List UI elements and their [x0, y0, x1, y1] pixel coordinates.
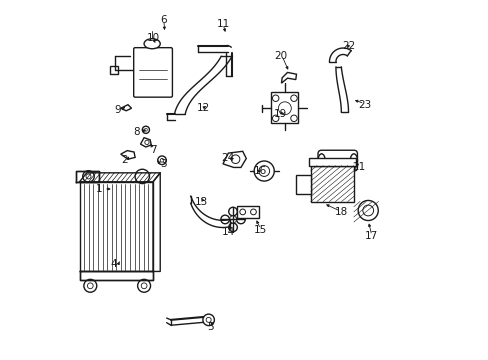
Circle shape	[239, 209, 245, 215]
Circle shape	[228, 223, 237, 231]
Text: 13: 13	[194, 197, 208, 207]
Circle shape	[278, 102, 291, 115]
Text: 9: 9	[114, 105, 120, 115]
Polygon shape	[80, 271, 153, 280]
Text: 18: 18	[334, 207, 347, 217]
Circle shape	[272, 115, 278, 122]
Circle shape	[160, 158, 163, 162]
Circle shape	[144, 129, 147, 131]
FancyBboxPatch shape	[317, 150, 357, 171]
Circle shape	[272, 95, 278, 102]
Bar	[310, 166, 353, 202]
Circle shape	[221, 215, 229, 224]
Bar	[308, 158, 355, 166]
Text: 19: 19	[273, 109, 286, 119]
Text: 3: 3	[160, 159, 167, 169]
Polygon shape	[140, 138, 151, 147]
Text: 1: 1	[96, 184, 102, 194]
Text: 24: 24	[221, 153, 235, 163]
Circle shape	[357, 201, 378, 221]
Circle shape	[290, 115, 297, 122]
Circle shape	[141, 283, 147, 289]
Bar	[110, 67, 118, 74]
Ellipse shape	[349, 154, 357, 167]
Ellipse shape	[144, 39, 160, 49]
Circle shape	[87, 283, 93, 289]
Text: 21: 21	[352, 162, 365, 172]
Text: 8: 8	[133, 127, 140, 136]
Text: 22: 22	[341, 41, 354, 50]
Text: 2: 2	[121, 155, 127, 165]
Text: 10: 10	[146, 33, 159, 43]
Circle shape	[137, 279, 150, 292]
Text: 5: 5	[207, 322, 213, 332]
Circle shape	[135, 169, 149, 184]
Polygon shape	[121, 150, 135, 159]
Circle shape	[83, 279, 97, 292]
Circle shape	[142, 126, 149, 134]
Text: 14: 14	[221, 227, 235, 237]
Ellipse shape	[317, 154, 325, 167]
Text: 6: 6	[160, 15, 167, 26]
Polygon shape	[121, 105, 131, 111]
Circle shape	[228, 207, 237, 216]
Bar	[237, 206, 258, 218]
Text: 12: 12	[196, 103, 209, 113]
Text: 20: 20	[273, 51, 286, 61]
Circle shape	[203, 314, 214, 325]
Text: 15: 15	[253, 225, 267, 235]
Circle shape	[231, 155, 239, 163]
Polygon shape	[76, 171, 99, 182]
FancyBboxPatch shape	[133, 48, 172, 97]
Bar	[296, 175, 310, 194]
Circle shape	[229, 216, 236, 223]
Circle shape	[254, 161, 274, 181]
Circle shape	[82, 171, 94, 182]
Polygon shape	[281, 72, 296, 83]
Text: 7: 7	[149, 144, 156, 154]
Circle shape	[144, 140, 149, 144]
Circle shape	[206, 318, 211, 322]
Circle shape	[236, 215, 244, 224]
Circle shape	[158, 156, 166, 165]
Text: 11: 11	[216, 19, 229, 29]
Text: 4: 4	[110, 259, 117, 269]
Text: 17: 17	[365, 231, 378, 240]
Text: 23: 23	[357, 100, 370, 110]
Circle shape	[362, 205, 373, 216]
Circle shape	[258, 166, 269, 176]
Text: 16: 16	[253, 166, 267, 176]
Circle shape	[250, 209, 256, 215]
Bar	[271, 92, 298, 123]
Polygon shape	[223, 151, 246, 167]
Circle shape	[290, 95, 297, 102]
Bar	[310, 166, 353, 202]
Circle shape	[86, 174, 91, 179]
